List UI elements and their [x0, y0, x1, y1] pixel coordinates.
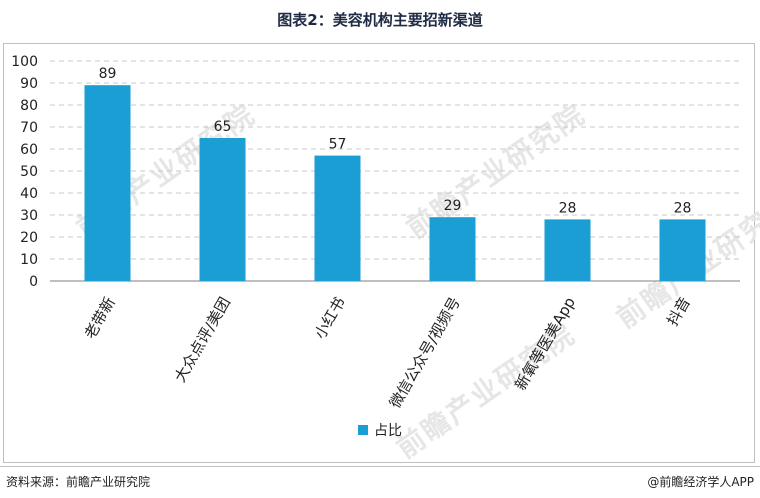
bar — [314, 155, 361, 281]
bars — [84, 85, 706, 281]
x-tick-label: 抖音 — [663, 294, 694, 329]
source-note: 资料来源：前瞻产业研究院 — [6, 475, 151, 489]
data-label: 28 — [674, 200, 692, 216]
y-tick-label: 40 — [20, 186, 38, 202]
grid-lines — [50, 60, 740, 282]
y-tick-label: 100 — [11, 54, 38, 70]
chart-frame — [3, 43, 755, 463]
y-tick-label: 10 — [20, 252, 38, 268]
y-tick-label: 0 — [29, 274, 38, 290]
data-label: 65 — [214, 119, 232, 135]
x-tick-label: 微信公众号/视频号 — [386, 294, 464, 411]
x-tick-label: 小红书 — [311, 294, 349, 342]
bar — [84, 85, 131, 281]
bar — [429, 217, 476, 281]
y-tick-label: 90 — [20, 76, 38, 92]
y-axis-ticks: 0 10 20 30 40 50 60 70 80 90 100 — [11, 54, 38, 290]
x-tick-label: 大众点评/美团 — [171, 294, 234, 385]
bar — [199, 138, 246, 281]
legend: 占比 — [358, 423, 402, 439]
legend-swatch — [358, 425, 368, 435]
y-tick-label: 20 — [20, 230, 38, 246]
data-label: 57 — [329, 137, 347, 153]
y-tick-label: 30 — [20, 208, 38, 224]
chart-title: 图表2：美容机构主要招新渠道 — [277, 11, 483, 29]
y-tick-label: 80 — [20, 98, 38, 114]
y-tick-label: 50 — [20, 164, 38, 180]
x-tick-label: 老带新 — [81, 294, 119, 342]
data-label: 89 — [99, 66, 117, 82]
legend-label: 占比 — [374, 423, 402, 439]
bar — [659, 219, 706, 281]
bar — [544, 219, 591, 281]
x-tick-label: 新氧等医美App — [511, 294, 579, 393]
data-label: 29 — [444, 198, 462, 214]
x-axis-ticks: 老带新 大众点评/美团 小红书 微信公众号/视频号 新氧等医美App 抖音 — [81, 294, 694, 411]
y-tick-label: 70 — [20, 120, 38, 136]
data-labels: 89 65 57 29 28 28 — [99, 66, 692, 216]
y-tick-label: 60 — [20, 142, 38, 158]
data-label: 28 — [559, 200, 577, 216]
footer-divider — [0, 466, 760, 467]
brand-note: @前瞻经济学人APP — [647, 475, 754, 489]
